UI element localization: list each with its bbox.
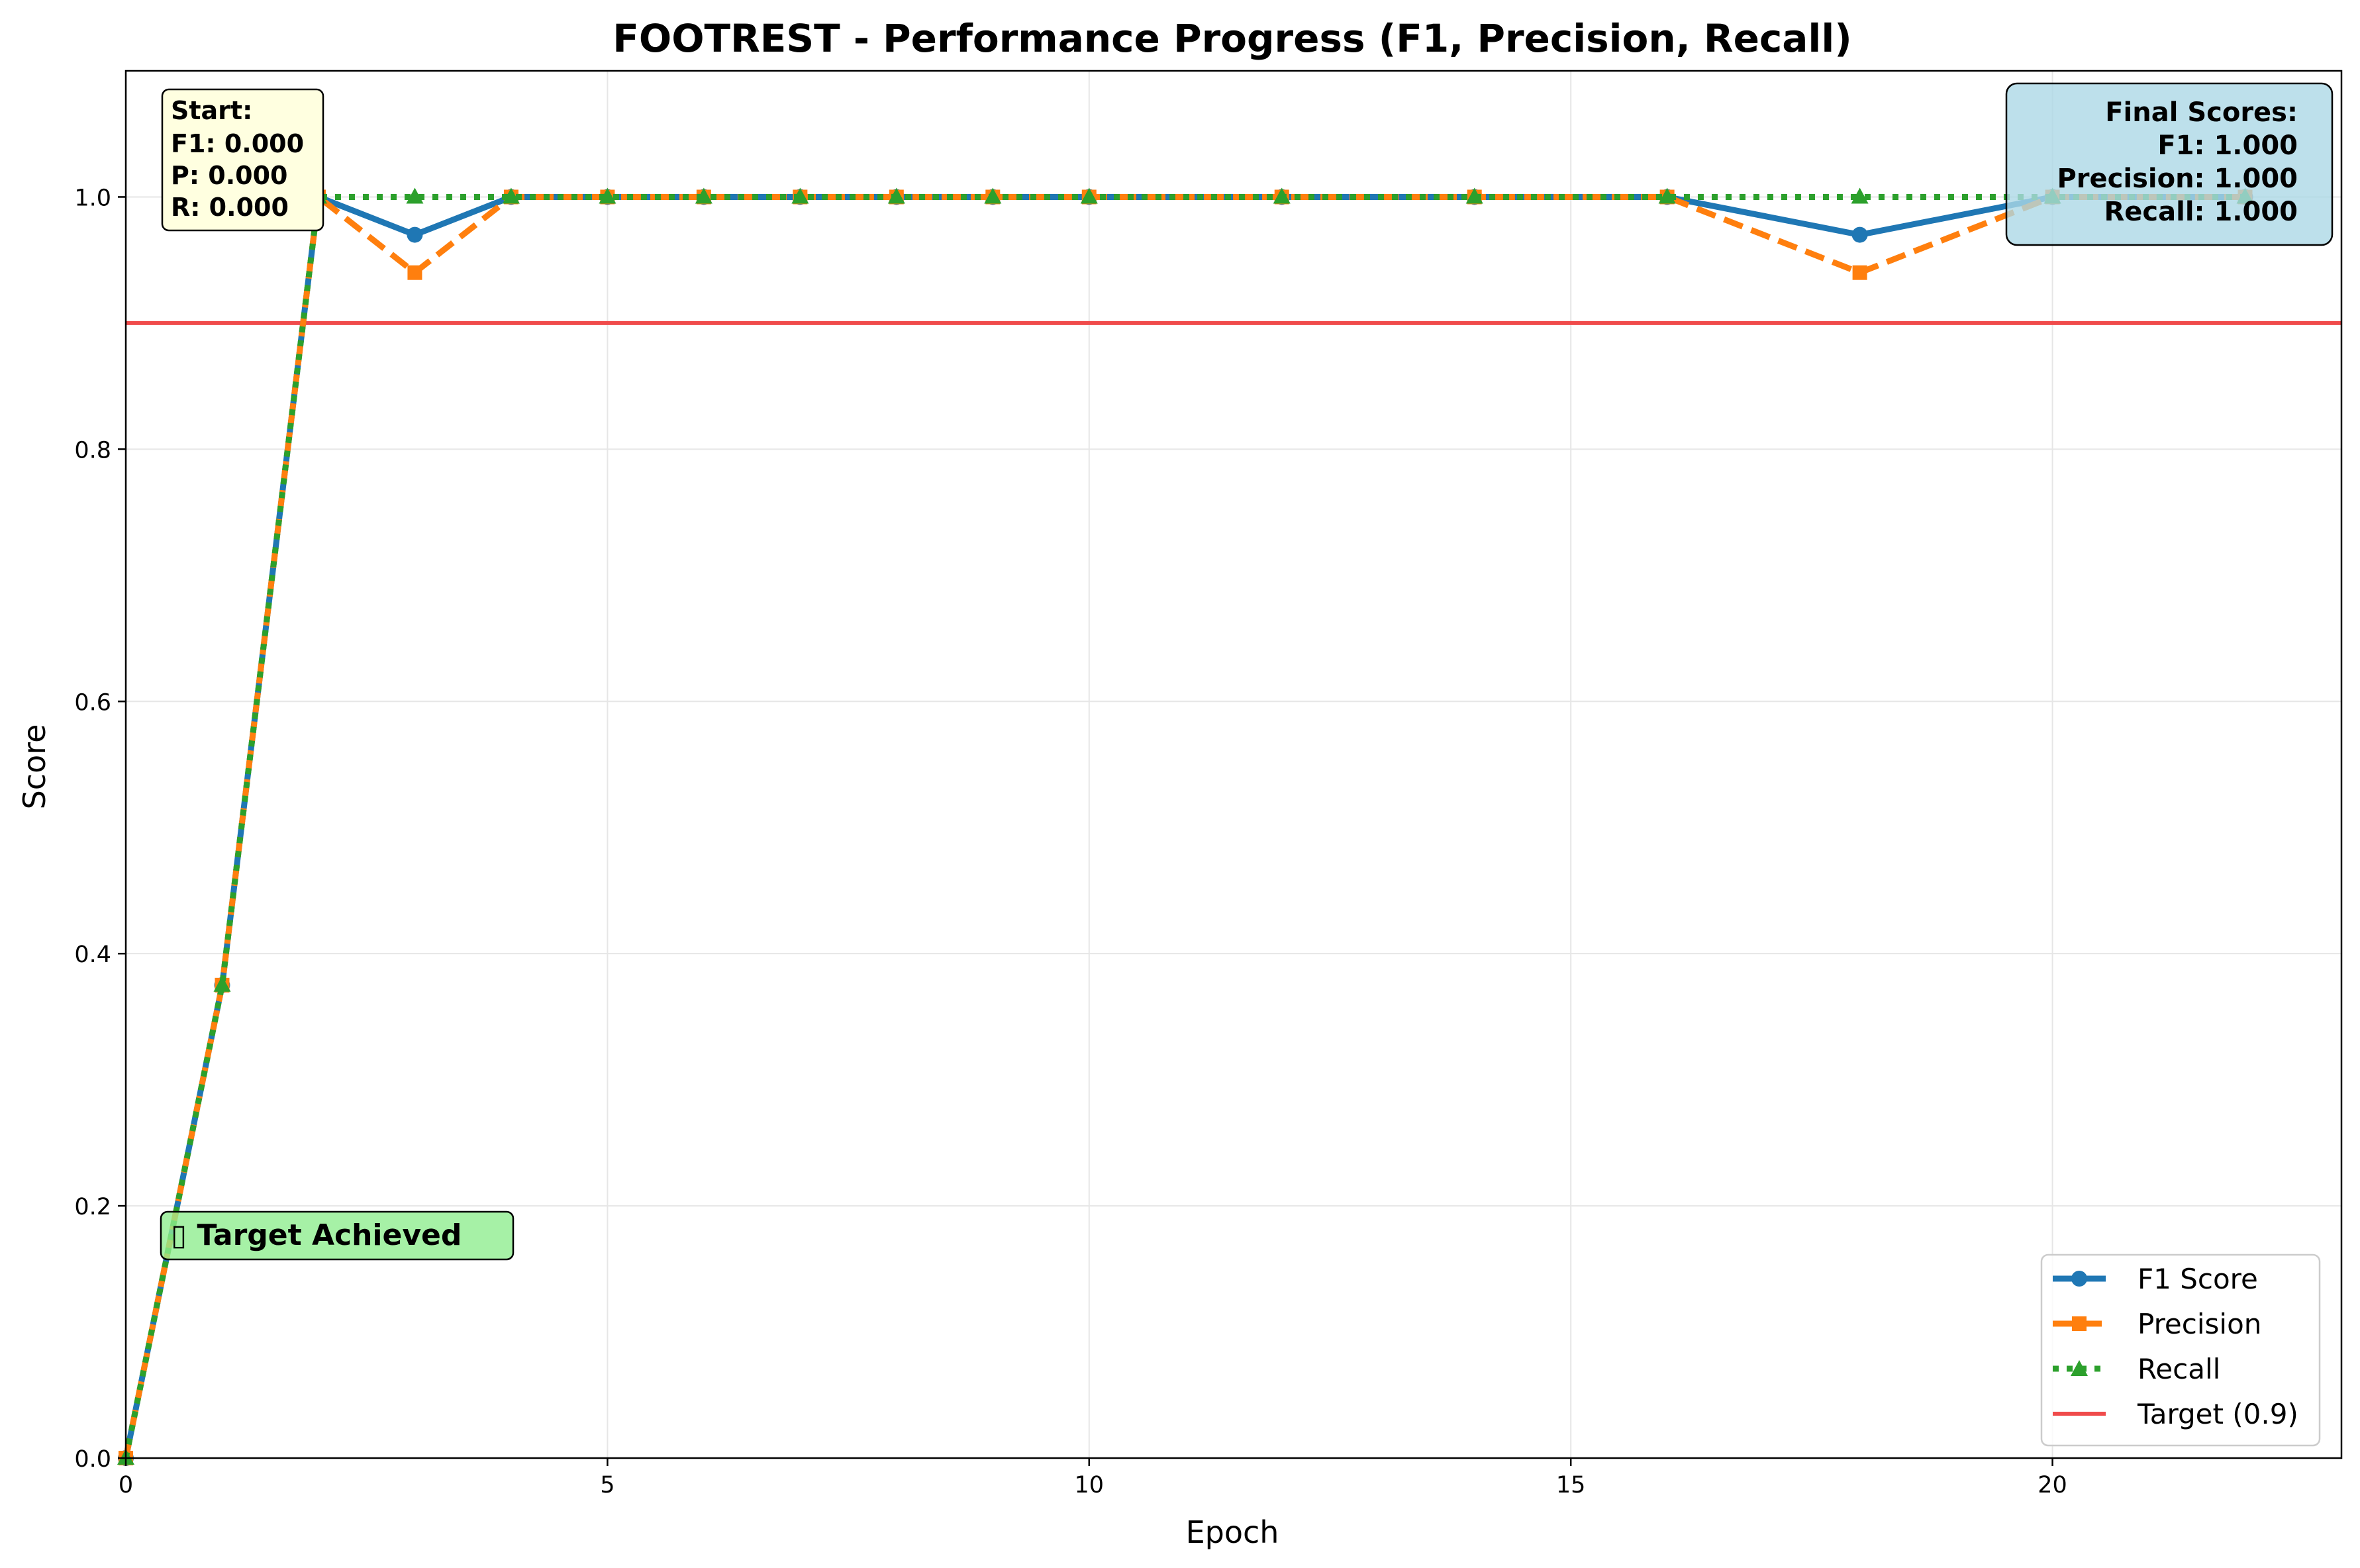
target-achieved-text: ▯ Target Achieved [171,1218,462,1252]
data-point-precision [1852,265,1867,280]
data-point-recall [984,187,1002,204]
start-annotation: Start: F1: 0.000 P: 0.000 R: 0.000 [161,88,324,232]
x-tick-label: 5 [600,1472,615,1498]
data-point-recall [791,187,809,204]
y-tick-label: 0.4 [74,942,111,968]
plot-frame [124,70,2343,1459]
data-point-recall [1465,187,1483,204]
legend-item-f1: F1 Score [2053,1263,2258,1295]
series-line-precision [123,194,2245,1459]
final-scores-annotation: Final Scores: F1: 1.000 Precision: 1.000… [2005,82,2334,246]
y-tick-label: 0.8 [74,437,111,464]
data-point-recall [502,187,520,204]
x-tick-label: 0 [119,1472,133,1498]
data-point-recall [1658,187,1676,204]
legend-item-target: Target (0.9) [2053,1398,2298,1430]
final-scores-line: Recall: 1.000 [2104,197,2298,227]
data-point-f1 [1851,226,1868,243]
ticks-layer: 0 5 10 15 20 0.0 0.2 0.4 0.6 0.8 1.0 [74,185,2067,1498]
legend-label: Recall [2138,1353,2220,1385]
y-tick-label: 1.0 [74,185,111,211]
y-axis-label: Score [17,724,52,810]
y-tick-label: 0.0 [74,1446,111,1473]
chart-title: FOOTREST - Performance Progress (F1, Pre… [613,16,1851,61]
x-tick-label: 15 [1556,1472,1586,1498]
x-tick-label: 20 [2038,1472,2067,1498]
final-scores-line: Final Scores: [2105,97,2298,128]
series-layer [117,187,2254,1466]
data-point-recall [213,975,231,992]
series-line-f1-score [123,194,2245,1459]
legend-label: Target (0.9) [2137,1398,2298,1430]
series-line-recall [123,194,2245,1459]
data-point-precision [407,265,422,280]
data-point-recall [695,187,713,204]
data-point-recall [599,187,616,204]
start-annotation-line: P: 0.000 [171,161,287,190]
start-annotation-line: R: 0.000 [171,193,289,222]
start-annotation-line: F1: 0.000 [171,129,304,158]
data-point-recall [406,187,424,204]
y-tick-label: 0.2 [74,1194,111,1220]
legend-item-recall: Recall [2053,1353,2220,1385]
legend-item-precision: Precision [2053,1308,2261,1340]
data-point-f1 [407,226,423,243]
start-annotation-line: Start: [171,96,252,125]
final-scores-line: Precision: 1.000 [2057,164,2298,194]
data-point-recall [1080,187,1098,204]
x-axis-label: Epoch [1186,1514,1279,1550]
data-point-recall [1273,187,1291,204]
legend-frame [2040,1253,2321,1447]
data-point-recall [887,187,905,204]
legend-label: Precision [2138,1308,2261,1340]
target-achieved-badge: ▯ Target Achieved [160,1210,515,1261]
data-point-recall [1851,187,1869,204]
legend-label: F1 Score [2138,1263,2258,1295]
final-scores-line: F1: 1.000 [2157,130,2298,161]
x-tick-label: 10 [1075,1472,1105,1498]
legend: F1 Score Precision Recall Target (0.9) [2040,1253,2321,1447]
y-tick-label: 0.6 [74,689,111,716]
